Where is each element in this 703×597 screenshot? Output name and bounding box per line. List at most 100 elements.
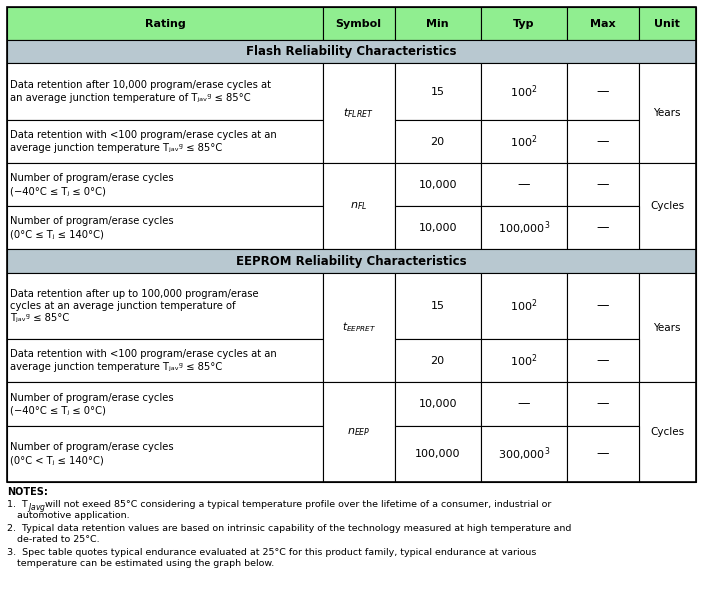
Text: —: — [517,398,530,411]
Bar [481,163,567,207]
Text: 10,000: 10,000 [418,180,457,190]
Text: 3.  Spec table quotes typical endurance evaluated at 25°C for this product famil: 3. Spec table quotes typical endurance e… [7,548,536,557]
Text: —: — [596,85,609,98]
Text: NOTES:: NOTES: [7,487,48,497]
Text: Unit: Unit [654,19,681,29]
Text: 20: 20 [430,356,445,366]
Text: 15: 15 [431,87,444,97]
Text: $100^{2}$: $100^{2}$ [510,133,538,150]
Text: $t_{FLRET}$: $t_{FLRET}$ [343,106,374,120]
Text: Number of program/erase cycles
(−40°C ≤ Tⱼ ≤ 0°C): Number of program/erase cycles (−40°C ≤ … [10,393,174,416]
Bar [7,163,323,207]
Text: —: — [596,354,609,367]
Text: $100^{2}$: $100^{2}$ [510,352,538,369]
Bar [481,273,567,339]
Bar [323,273,394,382]
Bar [7,7,323,40]
Text: Rating: Rating [145,19,186,29]
Bar [7,120,323,163]
Text: 1.  T: 1. T [7,500,27,509]
Bar [323,63,394,163]
Text: Years: Years [654,108,681,118]
Bar [638,7,696,40]
Text: Data retention after up to 100,000 program/erase
cycles at an average junction t: Data retention after up to 100,000 progr… [10,288,259,324]
Bar [394,120,481,163]
Bar [567,120,638,163]
Text: $100^{2}$: $100^{2}$ [510,84,538,100]
Text: Number of program/erase cycles
(0°C ≤ Tⱼ ≤ 140°C): Number of program/erase cycles (0°C ≤ Tⱼ… [10,217,174,239]
Text: $t_{EEPRET}$: $t_{EEPRET}$ [342,321,376,334]
Text: —: — [596,179,609,191]
Bar [7,207,323,250]
Bar [7,40,696,63]
Text: —: — [517,179,530,191]
Bar [638,273,696,382]
Text: 2.  Typical data retention values are based on intrinsic capability of the techn: 2. Typical data retention values are bas… [7,524,572,533]
Bar [394,426,481,482]
Bar [481,7,567,40]
Bar [481,120,567,163]
Text: 10,000: 10,000 [418,223,457,233]
Text: 100,000: 100,000 [415,449,460,458]
Bar [323,7,394,40]
Text: $n_{FL}$: $n_{FL}$ [350,201,368,212]
Bar [7,273,323,339]
Bar [7,7,696,482]
Text: —: — [596,447,609,460]
Text: $100^{2}$: $100^{2}$ [510,298,538,314]
Bar [567,63,638,120]
Bar [394,207,481,250]
Text: Data retention after 10,000 program/erase cycles at
an average junction temperat: Data retention after 10,000 program/eras… [10,81,271,103]
Bar [567,339,638,382]
Bar [7,382,323,426]
Bar [394,382,481,426]
Text: Min: Min [426,19,449,29]
Bar [7,426,323,482]
Text: 15: 15 [431,301,444,311]
Bar [481,207,567,250]
Bar [394,339,481,382]
Bar [567,426,638,482]
Bar [394,273,481,339]
Text: —: — [596,398,609,411]
Bar [638,63,696,163]
Bar [481,426,567,482]
Bar [567,163,638,207]
Text: Number of program/erase cycles
(−40°C ≤ Tⱼ ≤ 0°C): Number of program/erase cycles (−40°C ≤ … [10,173,174,196]
Bar [323,163,394,250]
Bar [394,163,481,207]
Text: will not exeed 85°C considering a typical temperature profile over the lifetime : will not exeed 85°C considering a typica… [45,500,551,509]
Text: —: — [596,135,609,148]
Bar [323,382,394,482]
Text: Data retention with <100 program/erase cycles at an
average junction temperature: Data retention with <100 program/erase c… [10,130,277,153]
Bar [567,273,638,339]
Text: temperature can be estimated using the graph below.: temperature can be estimated using the g… [17,559,274,568]
Text: Max: Max [590,19,616,29]
Text: Cycles: Cycles [650,427,684,437]
Bar [7,339,323,382]
Bar [638,163,696,250]
Bar [481,339,567,382]
Text: EEPROM Reliability Characteristics: EEPROM Reliability Characteristics [236,254,467,267]
Bar [394,63,481,120]
Bar [567,7,638,40]
Text: $Javg$: $Javg$ [27,501,46,514]
Text: $300{,}000^{3}$: $300{,}000^{3}$ [498,445,550,463]
Text: —: — [596,221,609,235]
Text: Typ: Typ [513,19,534,29]
Text: 10,000: 10,000 [418,399,457,409]
Bar [481,382,567,426]
Text: automotive application.: automotive application. [17,511,129,520]
Text: —: — [596,300,609,312]
Bar [567,382,638,426]
Bar [7,63,323,120]
Text: Cycles: Cycles [650,201,684,211]
Text: Flash Reliability Characteristics: Flash Reliability Characteristics [246,45,457,59]
Bar [7,250,696,273]
Text: Symbol: Symbol [335,19,382,29]
Bar [481,63,567,120]
Text: Number of program/erase cycles
(0°C < Tⱼ ≤ 140°C): Number of program/erase cycles (0°C < Tⱼ… [10,442,174,465]
Text: 20: 20 [430,137,445,146]
Bar [394,7,481,40]
Text: Years: Years [654,322,681,333]
